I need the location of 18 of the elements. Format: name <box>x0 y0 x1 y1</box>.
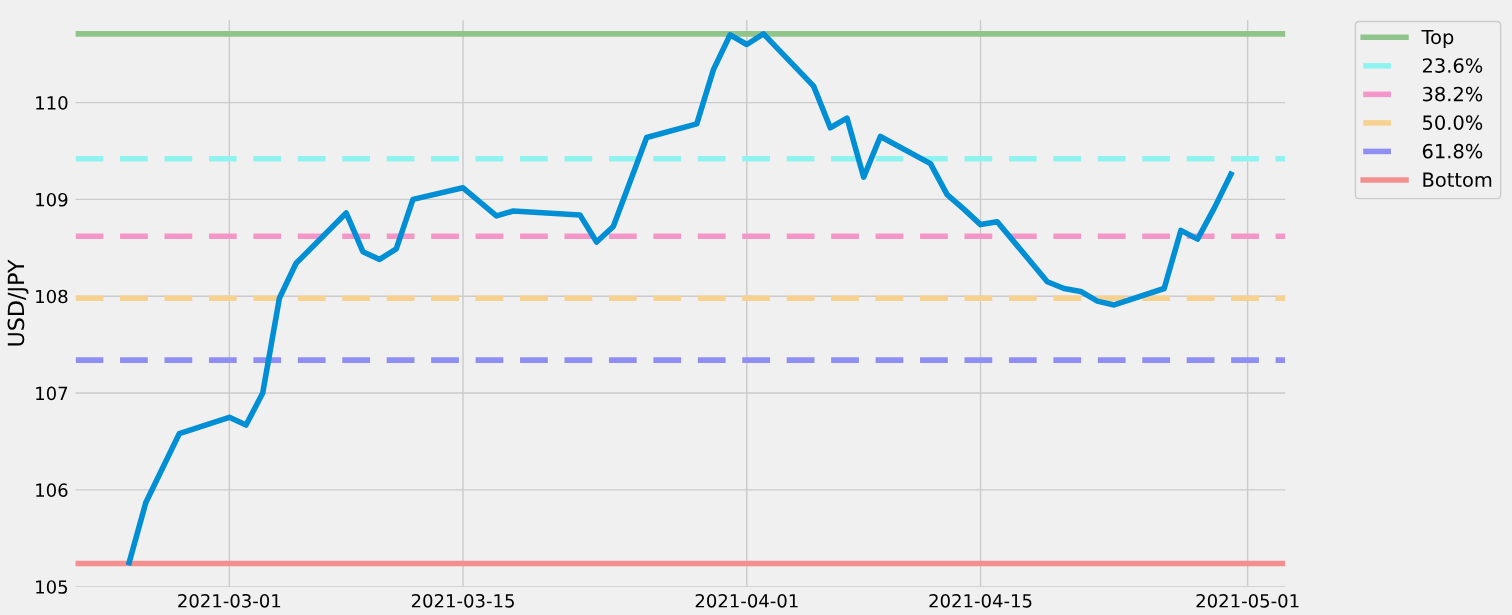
y-tick-label: 105 <box>36 580 68 594</box>
x-tick-label: 2021-05-01 <box>1196 593 1299 608</box>
x-tick-label: 2021-03-15 <box>411 593 514 608</box>
y-axis-title: USD/JPY <box>7 259 29 346</box>
legend-label: Top <box>1421 29 1454 49</box>
legend-label: 23.6% <box>1422 58 1483 73</box>
legend-label: 61.8% <box>1422 143 1483 159</box>
legend-label: 38.2% <box>1423 86 1483 102</box>
legend-label: 50.0% <box>1423 115 1483 130</box>
x-tick-label: 2021-04-15 <box>929 593 1032 608</box>
y-tick-label: 109 <box>36 192 68 207</box>
y-tick-label: 108 <box>36 289 68 304</box>
legend-label: Bottom <box>1423 172 1492 188</box>
y-tick-label: 106 <box>36 483 68 497</box>
x-tick-label: 2021-04-01 <box>695 593 798 608</box>
y-tick-label: 107 <box>36 386 68 401</box>
y-tick-label: 110 <box>36 96 68 110</box>
x-tick-label: 2021-03-01 <box>178 593 281 608</box>
